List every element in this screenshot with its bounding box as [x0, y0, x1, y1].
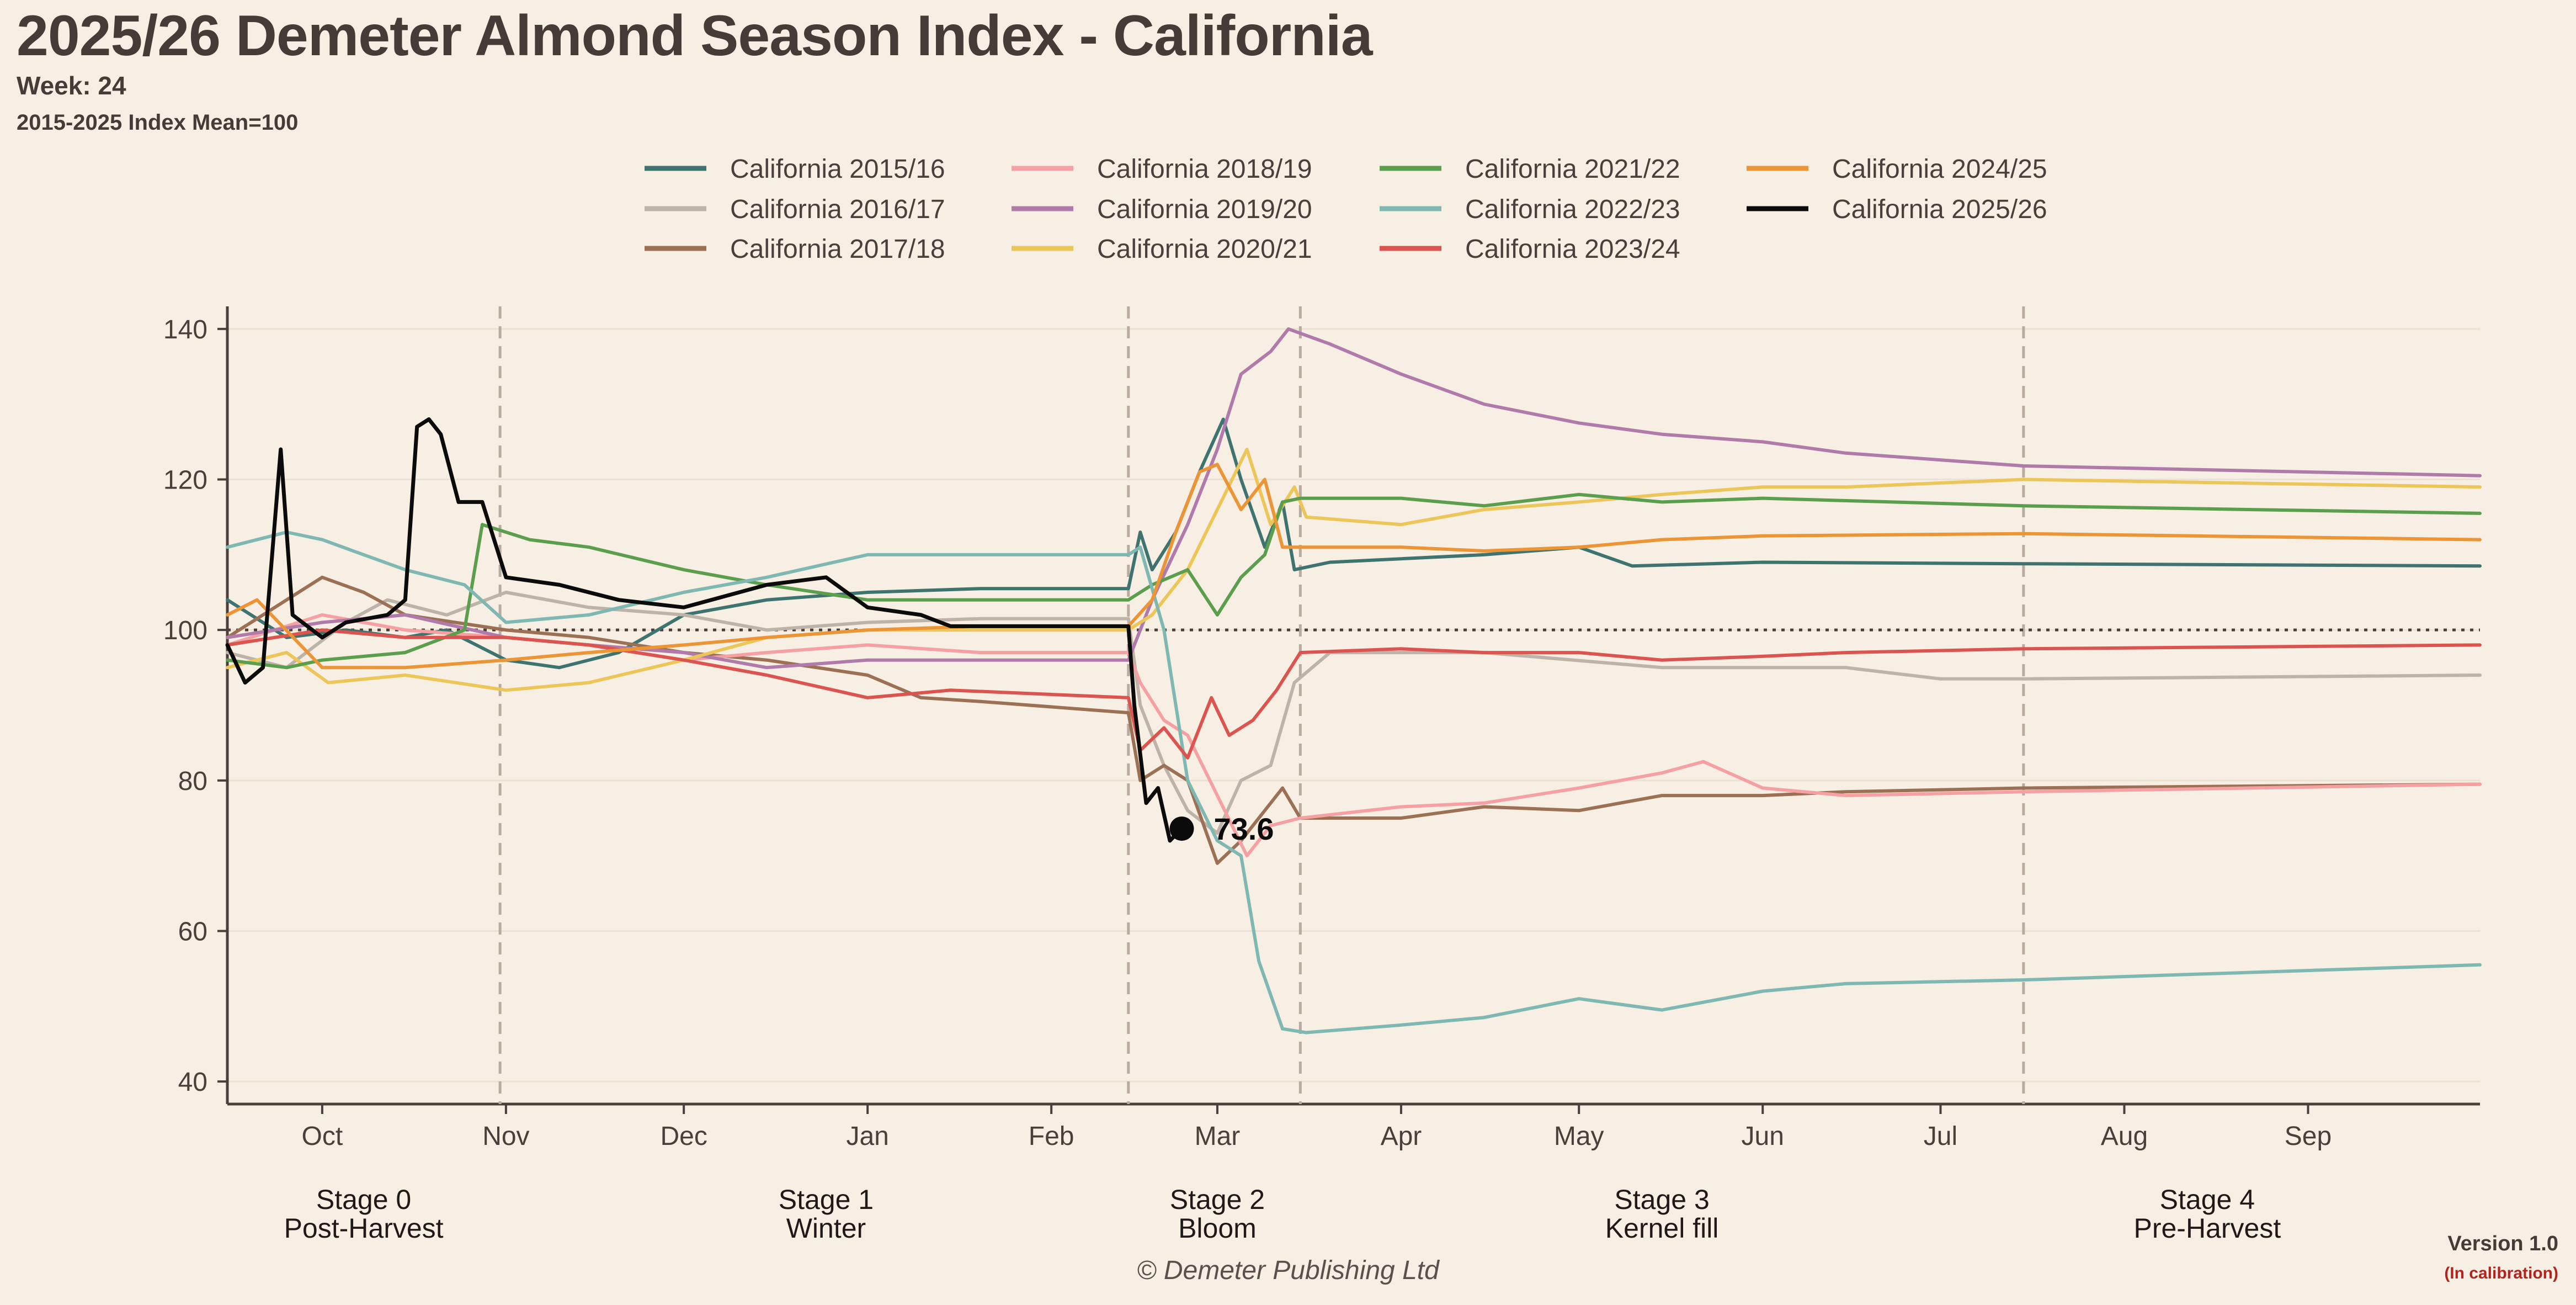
y-tick-label: 140	[163, 315, 207, 344]
stage-name: Stage 0	[316, 1184, 411, 1215]
current-point-label: 73.6	[1214, 811, 1274, 846]
y-tick-label: 60	[178, 917, 207, 946]
legend-label: California 2022/23	[1465, 195, 1680, 224]
x-tick-label: Aug	[2101, 1122, 2148, 1151]
legend-label: California 2018/19	[1097, 155, 1312, 184]
x-tick-label: Feb	[1029, 1122, 1074, 1151]
current-point-marker	[1169, 816, 1194, 841]
y-tick-label: 100	[163, 616, 207, 645]
legend-label: California 2017/18	[730, 235, 945, 264]
stage-name: Stage 4	[2160, 1184, 2255, 1215]
page-title: 2025/26 Demeter Almond Season Index - Ca…	[17, 4, 1373, 68]
legend-label: California 2019/20	[1097, 195, 1312, 224]
x-tick-label: Mar	[1195, 1122, 1241, 1151]
stage-description: Winter	[786, 1213, 866, 1244]
index-subtitle: 2015-2025 Index Mean=100	[17, 110, 299, 135]
x-tick-label: Oct	[302, 1122, 343, 1151]
series-line	[226, 628, 2482, 760]
legend-label: California 2025/26	[1832, 195, 2047, 224]
stage-name: Stage 2	[1170, 1184, 1265, 1215]
stage-description: Pre-Harvest	[2133, 1213, 2281, 1244]
x-tick-label: May	[1554, 1122, 1604, 1151]
x-tick-label: Apr	[1381, 1122, 1422, 1151]
series-line	[226, 575, 2482, 865]
legend-label: California 2015/16	[730, 155, 945, 184]
stage-name: Stage 3	[1614, 1184, 1709, 1215]
series-line	[225, 417, 1184, 843]
y-tick-label: 120	[163, 466, 207, 495]
calibration-label: (In calibration)	[2444, 1264, 2558, 1282]
x-tick-label: Sep	[2285, 1122, 2332, 1151]
series-line	[226, 591, 2482, 835]
legend-label: California 2020/21	[1097, 235, 1312, 264]
version-label: Version 1.0	[2447, 1232, 2558, 1255]
legend-label: California 2023/24	[1465, 235, 1680, 264]
week-label: Week: 24	[17, 71, 126, 100]
series-line	[226, 531, 2482, 1035]
x-tick-label: Jan	[846, 1122, 888, 1151]
legend-label: California 2024/25	[1832, 155, 2047, 184]
y-tick-label: 80	[178, 767, 207, 796]
x-tick-label: Dec	[660, 1122, 707, 1151]
stage-description: Bloom	[1178, 1213, 1257, 1244]
stage-description: Post-Harvest	[284, 1213, 444, 1244]
series-line	[226, 417, 2482, 670]
y-tick-label: 40	[178, 1068, 207, 1097]
copyright-note: © Demeter Publishing Ltd	[1137, 1256, 1439, 1285]
stage-description: Kernel fill	[1605, 1213, 1719, 1244]
stage-name: Stage 1	[779, 1184, 874, 1215]
x-tick-label: Jul	[1924, 1122, 1957, 1151]
series-line	[226, 463, 2482, 670]
x-tick-label: Nov	[482, 1122, 529, 1151]
series-line	[226, 448, 2482, 692]
legend-label: California 2021/22	[1465, 155, 1680, 184]
x-tick-label: Jun	[1742, 1122, 1784, 1151]
legend-label: California 2016/17	[730, 195, 945, 224]
